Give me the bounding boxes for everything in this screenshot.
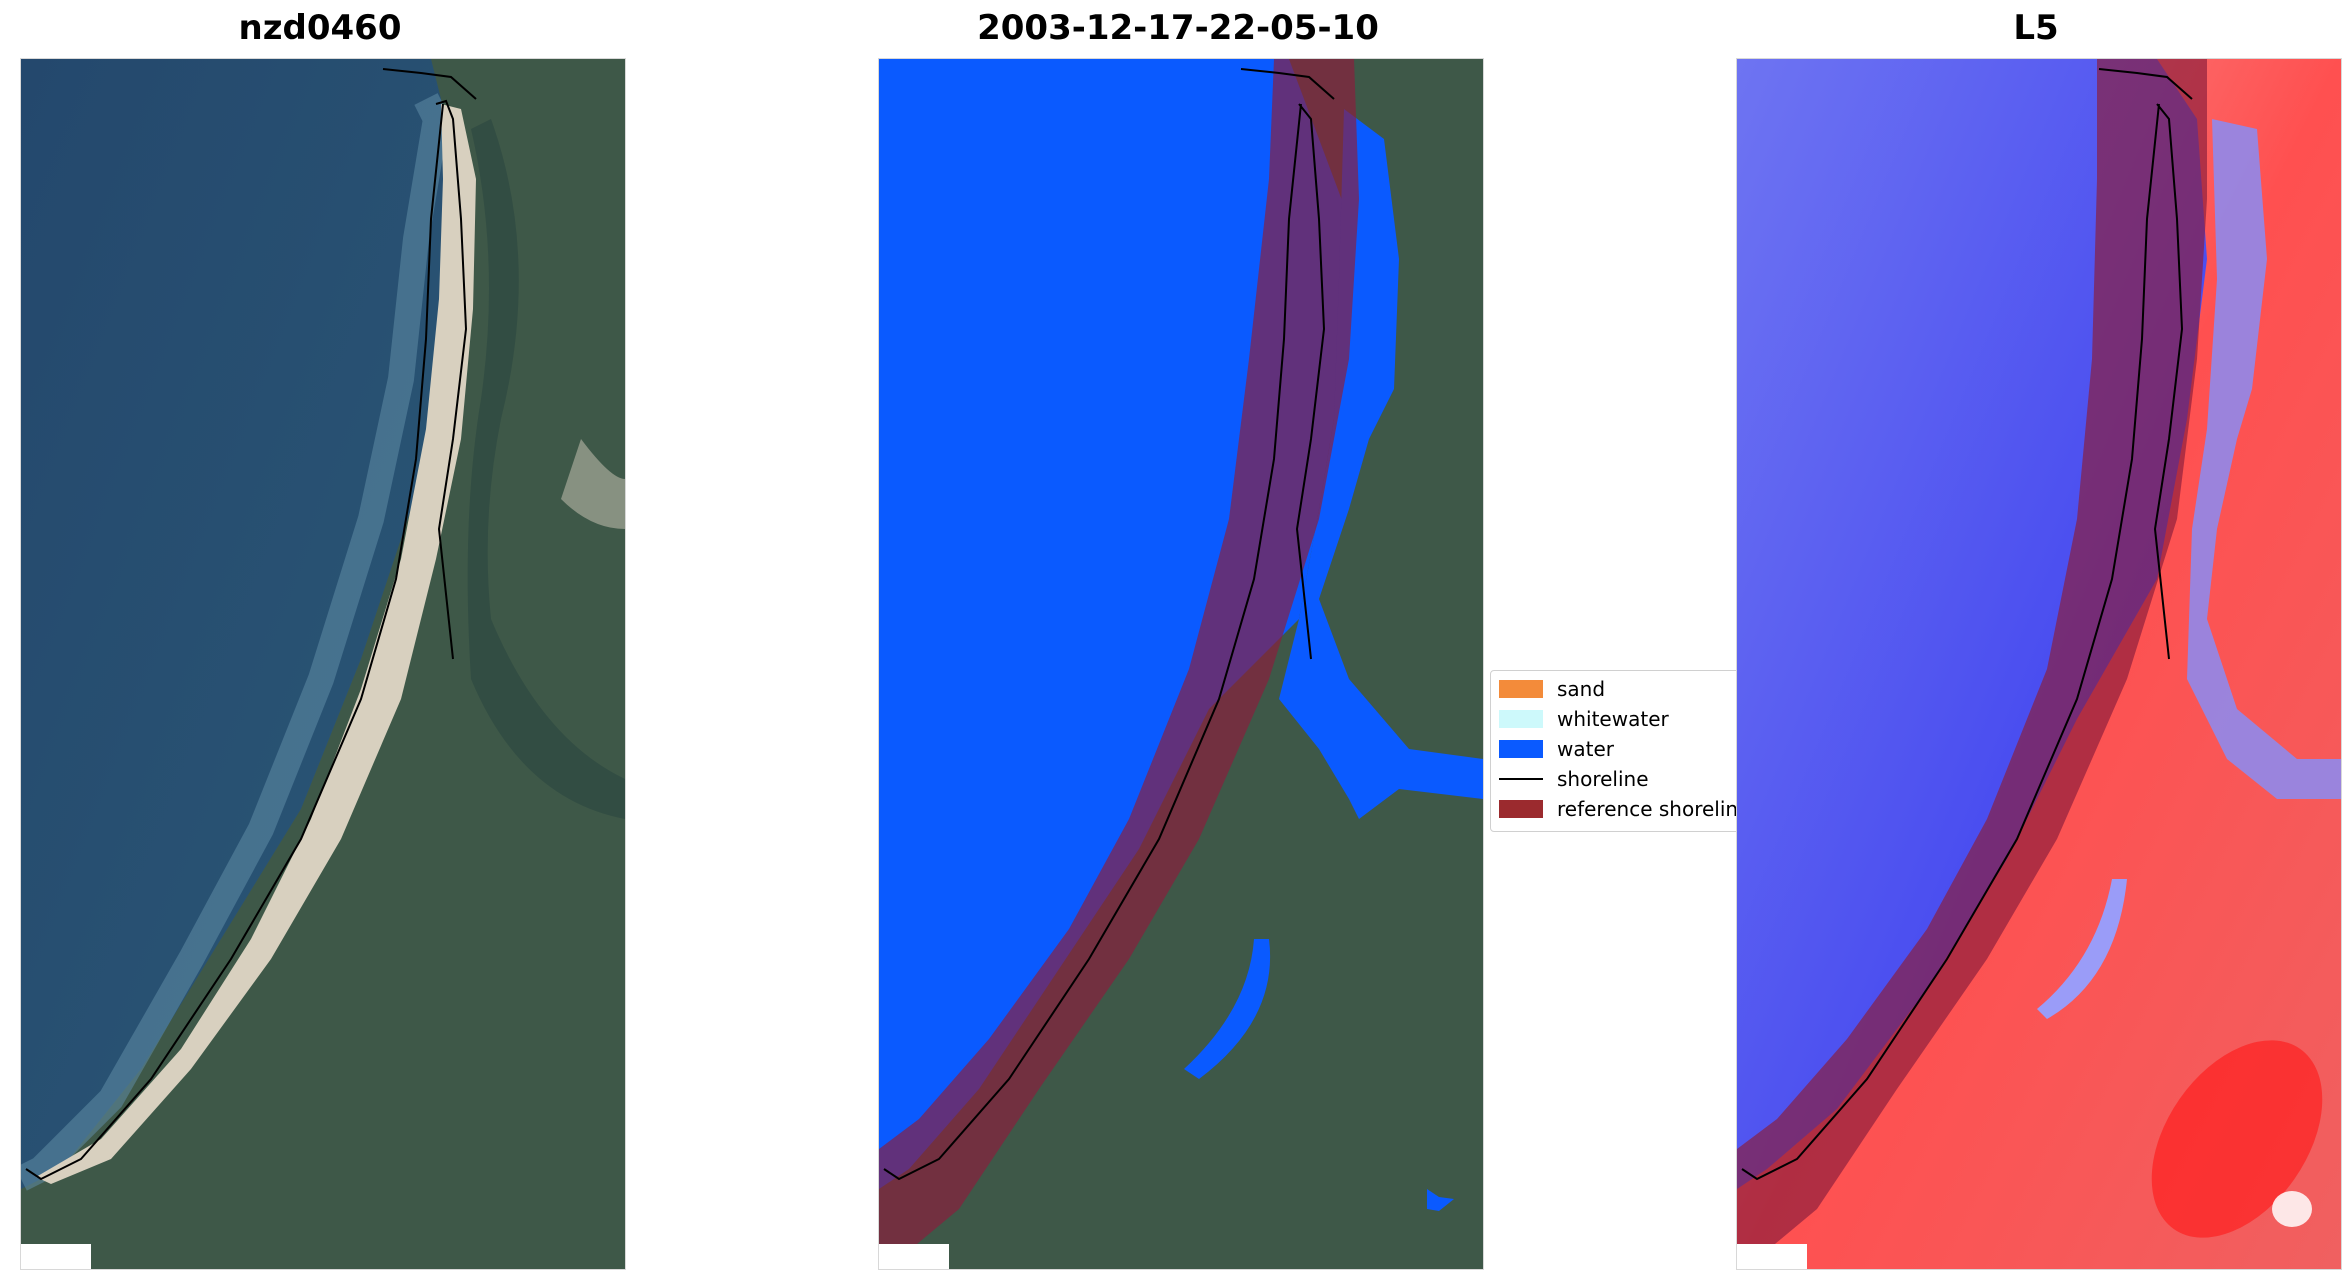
classified-image-panel [878, 58, 1484, 1270]
land-hotspot [2151, 1040, 2323, 1238]
estuary-index-area [2187, 119, 2341, 799]
rgb-satellite-image [21, 59, 625, 1269]
legend: sand whitewater water shoreline referenc… [1490, 670, 1742, 832]
estuary-water-class [1279, 109, 1483, 819]
lagoon-index-area [2037, 879, 2127, 1019]
lagoon-water-class [1184, 939, 1271, 1079]
sand-swatch [1499, 680, 1543, 698]
reference-shoreline-swatch [1499, 800, 1543, 818]
legend-label: reference shoreline [1557, 797, 1742, 821]
nodata-patch [21, 1244, 91, 1269]
legend-item-whitewater: whitewater [1491, 707, 1741, 731]
legend-item-water: water [1491, 737, 1741, 761]
reference-shoreline-buffer [1737, 59, 2207, 1259]
spectral-index-image [1737, 59, 2341, 1269]
legend-item-shoreline: shoreline [1491, 767, 1741, 791]
shoreline-line-swatch [1499, 778, 1543, 780]
shoreline-line [883, 103, 1326, 1181]
legend-label: sand [1557, 677, 1606, 701]
nodata-patch [1737, 1244, 1807, 1269]
legend-item-sand: sand [1491, 677, 1741, 701]
reference-shoreline-stub [382, 68, 477, 100]
reference-shoreline-stub [1240, 68, 1335, 100]
reference-shoreline-buffer [879, 59, 1359, 1259]
shoreline-line [25, 99, 468, 1181]
panel-title-index: L5 [2013, 8, 2059, 48]
panel-title-classified: 2003-12-17-22-05-10 [977, 8, 1379, 48]
shoreline-line [1741, 103, 2184, 1181]
panel-title-rgb: nzd0460 [238, 8, 402, 48]
legend-item-reference-shoreline: reference shoreline [1491, 797, 1741, 821]
index-image-panel [1736, 58, 2342, 1270]
nodata-patch [879, 1244, 949, 1269]
classified-image [879, 59, 1483, 1269]
surf-zone [21, 93, 450, 1191]
legend-label: whitewater [1557, 707, 1669, 731]
estuary-sandbar [561, 439, 625, 529]
cloud-patch [2272, 1191, 2312, 1227]
sand-beach [36, 104, 476, 1184]
reference-shoreline-stub [2098, 68, 2193, 100]
ocean-area [21, 59, 461, 1189]
water-class [879, 59, 1349, 1189]
pond-water-class [1427, 1189, 1454, 1211]
legend-label: shoreline [1557, 767, 1649, 791]
estuary-channel [467, 119, 625, 819]
water-swatch [1499, 740, 1543, 758]
whitewater-swatch [1499, 710, 1543, 728]
legend-label: water [1557, 737, 1614, 761]
rgb-image-panel [20, 58, 626, 1270]
water-index-area [1737, 59, 2207, 1189]
